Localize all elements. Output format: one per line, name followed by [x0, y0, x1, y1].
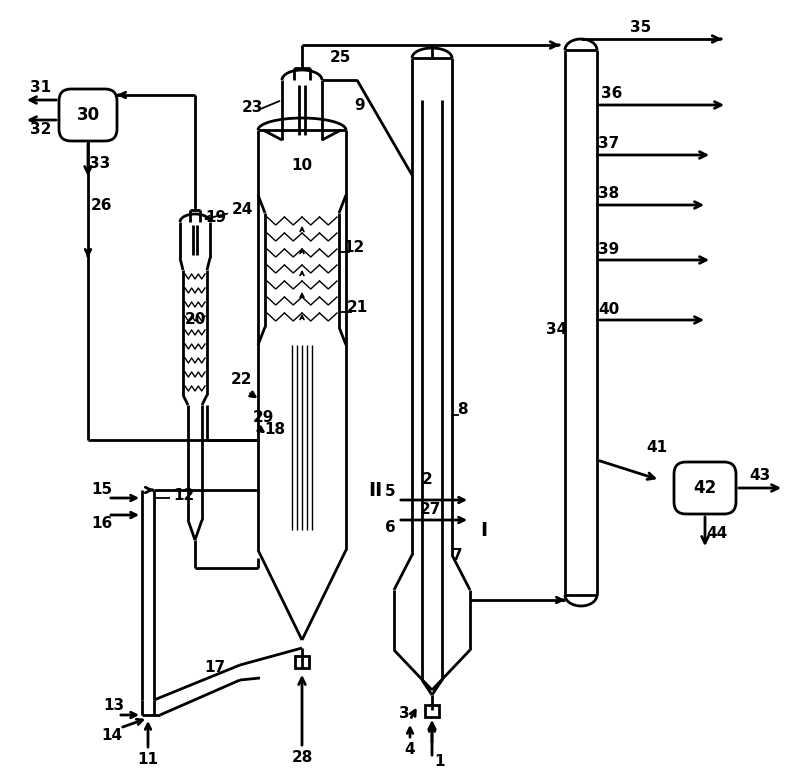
Text: 43: 43: [750, 469, 770, 483]
Text: 26: 26: [91, 198, 113, 212]
Bar: [295, 656, 309, 668]
Text: 12: 12: [343, 241, 365, 255]
Text: 20: 20: [184, 312, 206, 327]
Text: 4: 4: [405, 743, 415, 758]
Text: 18: 18: [264, 423, 285, 437]
Text: 32: 32: [30, 123, 52, 137]
Text: 34: 34: [546, 323, 568, 337]
Text: 10: 10: [291, 158, 313, 173]
Text: 41: 41: [646, 440, 667, 455]
Text: 28: 28: [291, 751, 313, 765]
Text: 9: 9: [354, 98, 366, 112]
Text: 13: 13: [103, 698, 125, 714]
Text: 17: 17: [205, 659, 226, 675]
Text: 35: 35: [630, 20, 652, 35]
Bar: [425, 705, 439, 717]
Text: 21: 21: [346, 301, 368, 316]
Text: 6: 6: [385, 520, 395, 536]
Text: 23: 23: [242, 101, 262, 116]
Text: 14: 14: [102, 727, 122, 743]
Text: 44: 44: [706, 526, 728, 541]
Text: 5: 5: [385, 484, 395, 500]
Text: 19: 19: [205, 211, 226, 226]
Text: 37: 37: [598, 137, 620, 152]
Text: 24: 24: [232, 202, 254, 217]
Text: 39: 39: [598, 241, 620, 256]
FancyBboxPatch shape: [59, 89, 117, 141]
Text: 15: 15: [91, 483, 113, 497]
Text: 8: 8: [457, 402, 467, 418]
Text: 38: 38: [598, 187, 620, 201]
Text: II: II: [368, 480, 382, 500]
Text: 42: 42: [694, 479, 717, 497]
Text: 29: 29: [252, 411, 274, 426]
Text: 11: 11: [138, 753, 158, 768]
Text: 2: 2: [422, 473, 432, 487]
Text: 33: 33: [90, 155, 110, 170]
Text: 27: 27: [419, 502, 441, 518]
Text: 3: 3: [398, 705, 410, 721]
Text: 16: 16: [91, 515, 113, 530]
Text: 40: 40: [598, 301, 620, 316]
Text: 25: 25: [330, 51, 350, 66]
Text: 30: 30: [77, 106, 99, 124]
Text: 12: 12: [173, 487, 194, 502]
Text: 7: 7: [452, 547, 462, 562]
Text: 1: 1: [434, 754, 446, 769]
FancyBboxPatch shape: [674, 462, 736, 514]
Text: 31: 31: [30, 80, 51, 95]
Text: I: I: [481, 520, 487, 540]
Text: 22: 22: [231, 373, 253, 387]
Text: 36: 36: [602, 87, 622, 102]
